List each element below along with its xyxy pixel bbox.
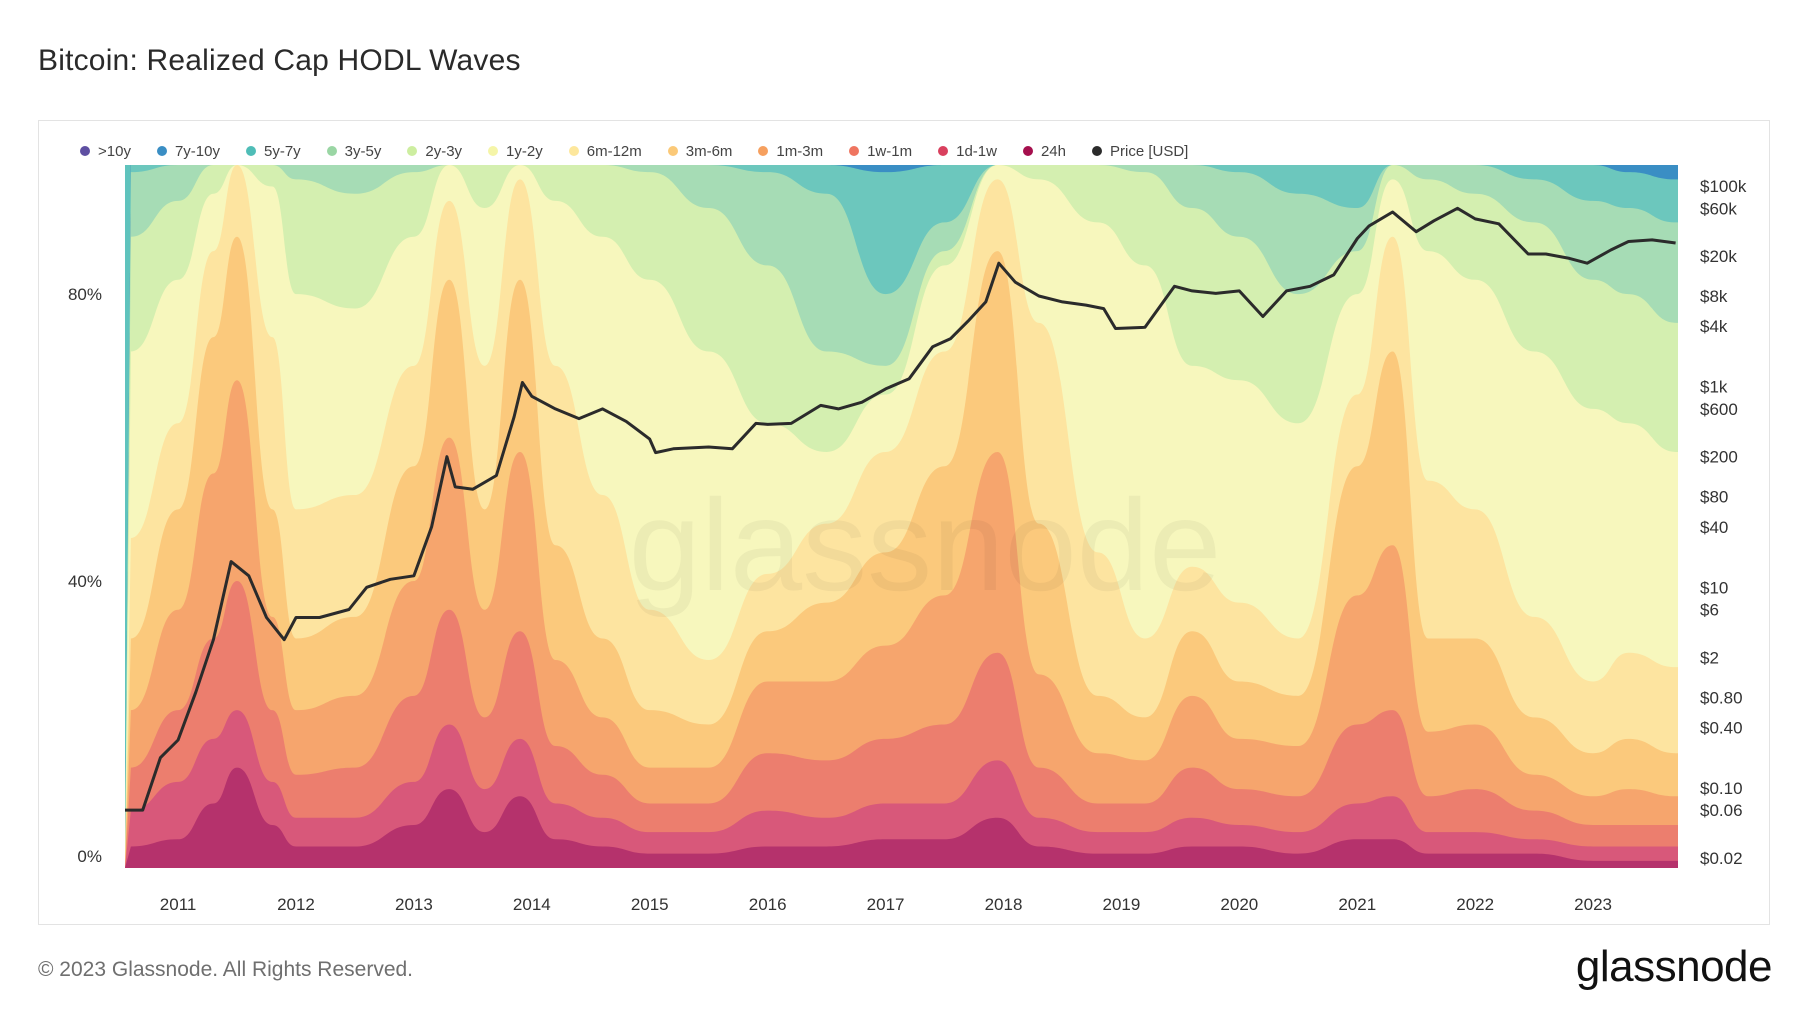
y-right-tick-label: $0.02 (1700, 849, 1743, 868)
y-right-tick-label: $600 (1700, 400, 1738, 419)
y-right-tick-label: $200 (1700, 448, 1738, 467)
legend-dot-icon (80, 146, 90, 156)
legend-label: 5y-7y (263, 142, 301, 160)
x-tick-label: 2022 (1456, 895, 1494, 914)
legend-dot-icon (488, 146, 499, 156)
legend-dot-icon (326, 146, 337, 156)
x-tick-label: 2018 (985, 895, 1023, 914)
legend-item[interactable]: 2y-3y (407, 143, 462, 160)
y-right-tick-label: $10 (1700, 578, 1728, 597)
legend-dot-icon (849, 146, 860, 156)
legend-label: 1y-2y (506, 142, 543, 160)
legend-item[interactable]: 5y-7y (245, 142, 301, 160)
legend-item[interactable]: 1y-2y (488, 143, 543, 160)
legend-label: 3y-5y (344, 142, 382, 160)
legend-label: 6m-12m (586, 142, 642, 160)
y-right-tick-label: $0.06 (1700, 801, 1743, 820)
legend-dot-icon (758, 146, 769, 156)
y-right-tick-label: $40 (1700, 518, 1728, 537)
watermark-text: glassnode (629, 472, 1222, 618)
x-tick-label: 2014 (513, 895, 551, 914)
glassnode-logo[interactable]: glassnode (1575, 942, 1773, 991)
legend-label: 24h (1040, 142, 1066, 160)
legend-item[interactable]: Price [USD] (1092, 143, 1188, 160)
y-left-tick-label: 0% (77, 847, 102, 866)
y-left-tick-label: 80% (68, 285, 102, 304)
price-line (125, 206, 1676, 812)
x-tick-label: 2016 (749, 895, 787, 914)
x-tick-label: 2013 (395, 895, 433, 914)
legend-dot-icon (245, 146, 256, 156)
legend-item[interactable]: 6m-12m (568, 142, 642, 160)
legend-label: 1w-1m (867, 142, 913, 160)
x-tick-label: 2011 (160, 895, 197, 914)
legend-item[interactable]: 24h (1022, 142, 1066, 160)
y-right-tick-label: $0.10 (1700, 779, 1743, 798)
legend-dot-icon (667, 146, 678, 156)
y-right-tick-label: $6 (1700, 601, 1719, 620)
y-right-tick-label: $80 (1700, 488, 1728, 507)
legend-dot-icon (1022, 146, 1033, 156)
band-24h (125, 767, 1678, 868)
chart-legend: >10y 7y-10y 5y-7y 3y-5y 2y-3y 1y-2y 6m-12m 3m-6… (80, 140, 1214, 162)
x-tick-label: 2012 (277, 895, 315, 914)
legend-label: 3m-6m (685, 142, 733, 160)
legend-item[interactable]: 1w-1m (849, 143, 912, 160)
legend-label: 7y-10y (174, 142, 220, 160)
copyright-text: © 2023 Glassnode. All Rights Reserved. (38, 958, 414, 981)
x-tick-label: 2020 (1220, 895, 1258, 914)
y-right-tick-label: $100k (1700, 177, 1747, 196)
y-right-tick-label: $60k (1700, 199, 1737, 218)
legend-item[interactable]: >10y (80, 143, 131, 160)
x-tick-label: 2015 (631, 895, 669, 914)
y-right-tick-label: $1k (1700, 378, 1728, 397)
y-right-tick-label: $0.40 (1700, 718, 1743, 737)
legend-label: >10y (98, 142, 131, 160)
legend-label: 1m-3m (776, 142, 824, 160)
legend-dot-icon (156, 146, 167, 156)
legend-item[interactable]: 7y-10y (156, 142, 220, 160)
legend-item[interactable]: 1d-1w (938, 143, 997, 160)
legend-item[interactable]: 3y-5y (326, 142, 382, 160)
x-tick-label: 2023 (1574, 895, 1612, 914)
legend-dot-icon (407, 146, 418, 156)
y-left-tick-label: 40% (68, 572, 102, 591)
x-tick-label: 2021 (1338, 895, 1376, 914)
legend-dot-icon (568, 146, 579, 156)
y-right-tick-label: $4k (1700, 317, 1728, 336)
y-right-tick-label: $0.80 (1700, 688, 1743, 707)
legend-item[interactable]: 1m-3m (758, 143, 823, 160)
x-tick-label: 2017 (867, 895, 905, 914)
y-right-tick-label: $8k (1700, 287, 1728, 306)
chart-title: Bitcoin: Realized Cap HODL Waves (38, 44, 521, 77)
legend-dot-icon (1092, 146, 1102, 156)
legend-dot-icon (938, 146, 949, 156)
legend-label: Price [USD] (1110, 142, 1189, 160)
y-right-tick-label: $2 (1700, 648, 1719, 667)
legend-label: 1d-1w (956, 142, 997, 160)
legend-label: 2y-3y (425, 142, 463, 160)
x-tick-label: 2019 (1103, 895, 1141, 914)
y-right-tick-label: $20k (1700, 247, 1737, 266)
legend-item[interactable]: 3m-6m (667, 142, 733, 160)
